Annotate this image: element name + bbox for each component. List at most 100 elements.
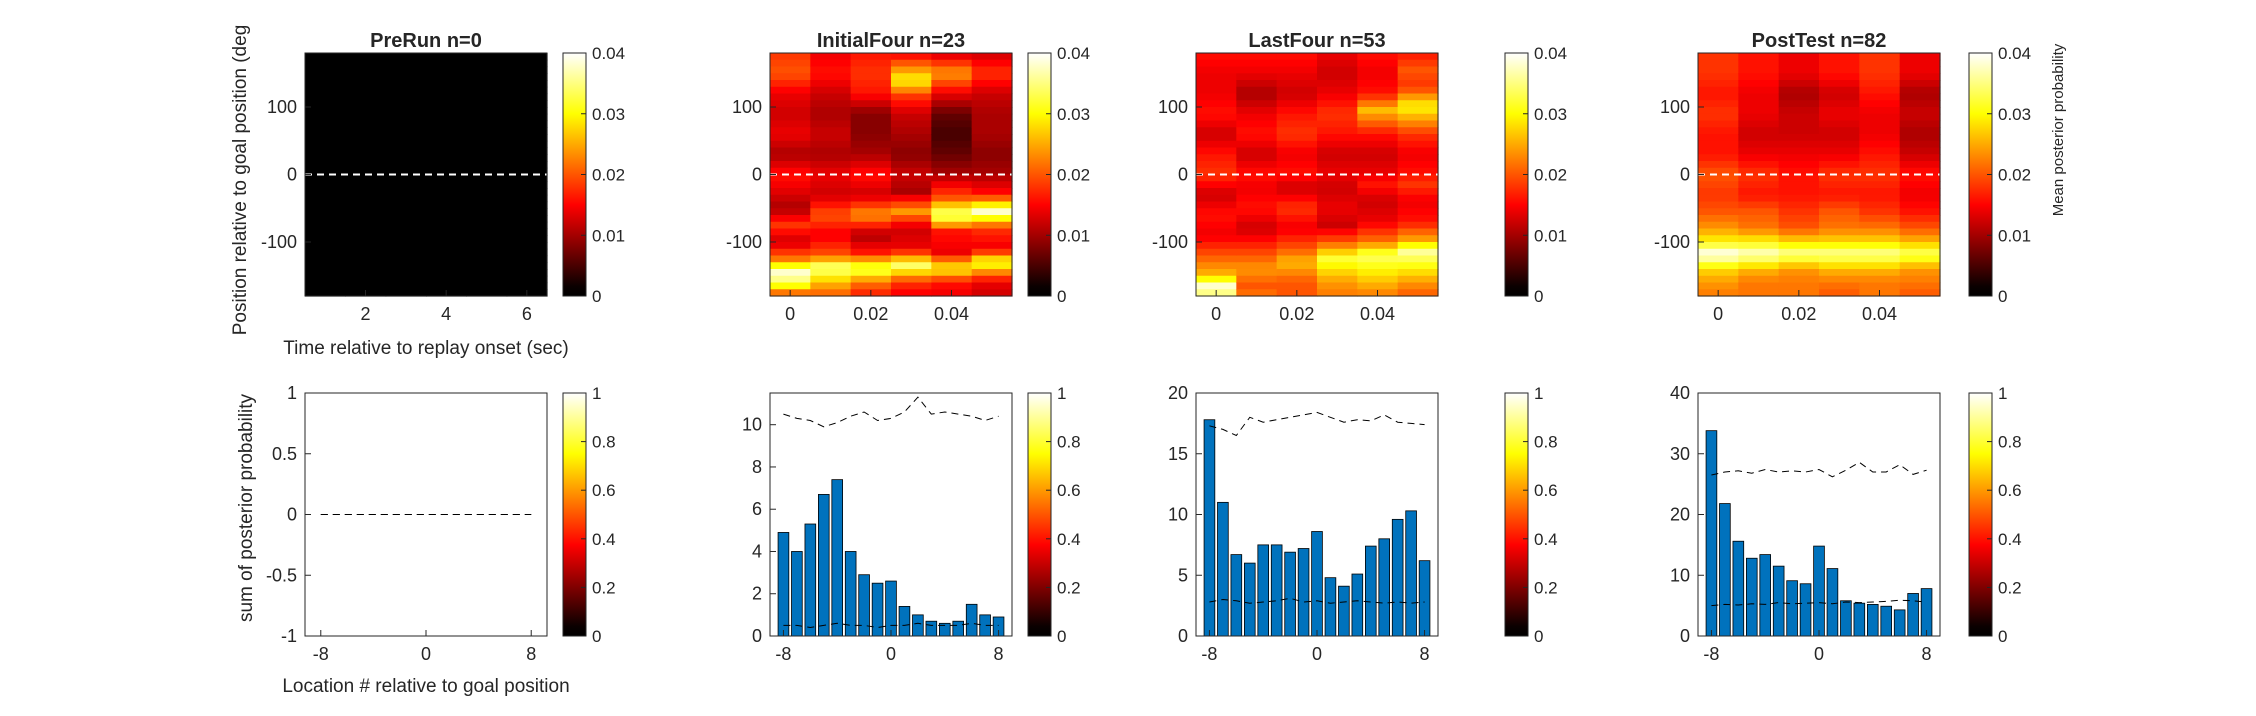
heatmap-cell (1317, 93, 1358, 101)
heatmap-cell (1819, 59, 1860, 68)
heatmap-cell (770, 221, 811, 230)
heatmap-cell (931, 275, 973, 284)
heatmap-cell (931, 66, 973, 74)
heatmap-cell (1819, 93, 1860, 101)
heatmap-cell (1859, 107, 1901, 115)
heatmap-cell (1859, 248, 1901, 257)
heatmap-cell (1738, 53, 1780, 61)
heatmap-cell (345, 66, 387, 74)
y-tick-label: 40 (1670, 383, 1690, 403)
heatmap-cell (971, 127, 1013, 135)
heatmap-cell (345, 208, 387, 216)
heatmap-cell (1698, 208, 1739, 216)
heatmap-cell (506, 120, 548, 128)
heatmap-cell (770, 255, 811, 263)
heatmap-cell (810, 228, 852, 236)
heatmap-cell (1276, 107, 1318, 115)
heatmap-cell (1236, 161, 1278, 169)
colorbar-tick-label: 0.4 (1998, 530, 2022, 549)
heatmap-cell (305, 86, 346, 95)
heatmap-cell (466, 134, 508, 142)
heatmap-cell (1859, 154, 1901, 162)
heatmap-cell (1357, 161, 1399, 169)
x-tick-label: 8 (994, 644, 1004, 664)
bar (1880, 605, 1893, 637)
colorbar-tick-label: 0.01 (1057, 226, 1090, 245)
heatmap-cell (1819, 161, 1860, 169)
heatmap-cell (1778, 66, 1820, 74)
heatmap-cell (1317, 194, 1358, 203)
colorbar-tick-label: 0 (1534, 287, 1543, 306)
heatmap-cell (385, 167, 427, 176)
heatmap-cell (466, 66, 508, 74)
heatmap-cell (305, 167, 346, 176)
heatmap-cell (506, 53, 548, 61)
heatmap-cell (1276, 93, 1318, 101)
colorbar-gradient (1027, 392, 1052, 637)
heatmap-cell (810, 113, 852, 122)
heatmap-cell (891, 100, 932, 108)
heatmap-cell (506, 174, 548, 182)
bar (952, 620, 964, 637)
heatmap-cell (506, 248, 548, 257)
heatmap-cell (770, 59, 811, 68)
heatmap-cell (345, 194, 387, 203)
heatmap-cell (426, 235, 467, 243)
heatmap-cell (305, 289, 346, 297)
heatmap-cell (1317, 53, 1358, 61)
colorbar-tick-label: 0 (1998, 287, 2007, 306)
heatmap-cell (1859, 282, 1901, 290)
heatmap-cell (1738, 93, 1780, 101)
heatmap-cell (971, 120, 1013, 128)
heatmap-cell (426, 80, 467, 88)
heatmap-cell (466, 201, 508, 209)
heatmap-cell (345, 93, 387, 101)
heatmap-cell (971, 262, 1013, 270)
heatmap-cell (1317, 181, 1358, 189)
upper-shuffle-line (1209, 411, 1425, 437)
heatmap-cell (1397, 215, 1439, 223)
heatmap-cell (770, 269, 811, 277)
heatmap-cell (971, 282, 1013, 290)
bar-panel-1: 10 8 6 4 2 0 -8 0 8 (742, 392, 1013, 664)
heatmap-cell (971, 167, 1013, 176)
heatmap-cell (931, 113, 973, 122)
heatmap-cell (1778, 120, 1820, 128)
heatmap-cell (850, 174, 892, 182)
heatmap-cell (426, 282, 467, 290)
heatmap-cell (1778, 154, 1820, 162)
colorbar-tick-label: 0.8 (592, 433, 616, 452)
heatmap-cell (426, 167, 467, 176)
heatmap-cell (1276, 113, 1318, 122)
bar-panel-3: 40 30 20 10 0 -8 0 8 (1670, 383, 1941, 664)
heatmap-cell (971, 181, 1013, 189)
heatmap-cell (385, 255, 427, 263)
heatmap-cell (1899, 228, 1941, 236)
heatmap-cell (345, 269, 387, 277)
heatmap-cell (891, 93, 932, 101)
heatmap-cell (1778, 100, 1820, 108)
heatmap-cell (345, 53, 387, 61)
heatmap-cell (1317, 201, 1358, 209)
heatmap-cell (385, 201, 427, 209)
heatmap-cell (1859, 59, 1901, 68)
heatmap-cell (305, 228, 346, 236)
heatmap-cell (1317, 208, 1358, 216)
bar (858, 574, 870, 637)
heatmap-cell (810, 282, 852, 290)
heatmap-cell (345, 140, 387, 149)
heatmap-cell (1738, 215, 1780, 223)
heatmap-cell (1276, 140, 1318, 149)
heatmap-cell (1196, 161, 1237, 169)
heatmap-cell (1196, 59, 1237, 68)
heatmap-cell (850, 53, 892, 61)
heatmap-cell (891, 228, 932, 236)
heatmap-cell (770, 235, 811, 243)
heatmap-cell (1698, 80, 1739, 88)
heatmap-cell (850, 161, 892, 169)
y-tick-label: 100 (1158, 97, 1188, 117)
heatmap-cell (1276, 73, 1318, 81)
heatmap-cell (891, 80, 932, 88)
y-tick-label: 4 (752, 541, 762, 561)
heatmap-cell (305, 134, 346, 142)
